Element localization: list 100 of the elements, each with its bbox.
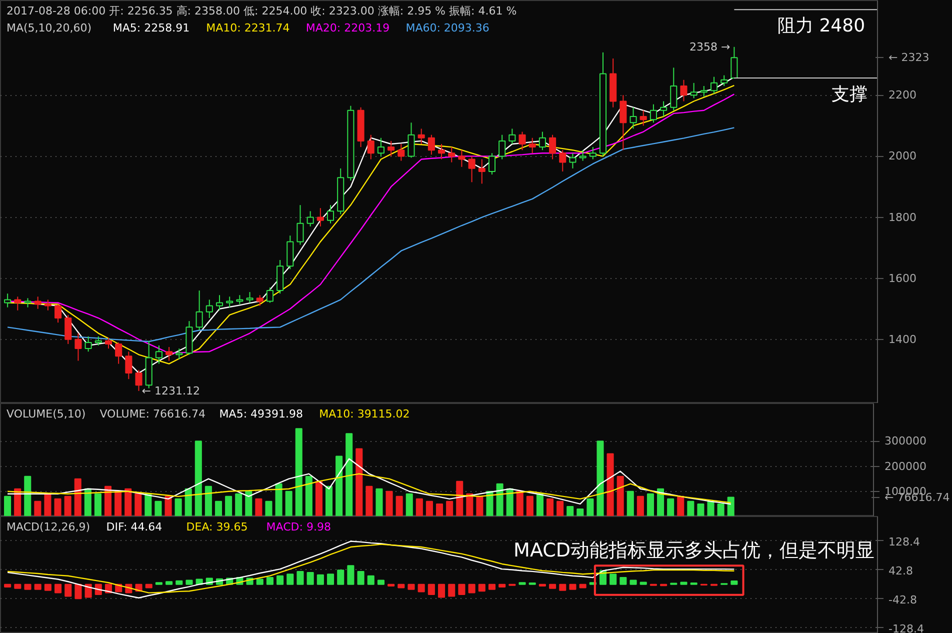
bar [506,488,514,516]
candlestick [720,74,728,86]
bar [586,498,594,516]
bar [468,584,476,594]
bar [276,575,284,585]
bar [326,574,334,585]
bar [396,496,403,516]
bar [559,584,566,591]
candlestick [266,286,274,304]
line-series [6,473,732,504]
bar [74,478,82,516]
line-series [6,458,732,505]
bar [295,428,302,516]
candlestick [377,137,384,157]
text: MA10: 39115.02 [319,408,410,420]
candlestick [306,210,314,227]
bar [204,486,212,516]
y-tick-label: 300000 [884,434,926,448]
bar [579,584,586,588]
bar [717,503,724,516]
bar [398,584,405,588]
bar [347,565,354,585]
bar [418,584,425,592]
candlestick [125,351,132,380]
bar [266,577,274,585]
candlestick [326,204,334,224]
bar [426,500,433,516]
bar [680,582,688,585]
text: DIF: 44.64 [106,520,162,534]
bar [337,570,344,585]
bar [84,488,92,516]
bar [436,503,444,516]
y-tick-label: 200000 [884,460,926,473]
bar [486,490,494,516]
bar [516,490,524,516]
y-tick-label: -128.4 [888,622,924,633]
candlestick [367,134,374,160]
bar [620,577,627,585]
bar [166,581,173,585]
bar [256,578,264,585]
bar [458,584,466,595]
candlestick [236,294,244,305]
bar [667,498,674,516]
bar [194,440,202,516]
chart-title: 2017-08-28 06:00 开: 2256.35 高: 2358.00 低: 2254.00 收: 2323.00 涨幅: 2.95 % 振幅: 4.61 % [6,4,517,18]
chart-title: VOLUME(5,10) [6,408,86,420]
candlestick [518,131,526,151]
bar [174,498,182,516]
y-tick-label: ← 2323 [888,51,930,64]
candlestick [670,67,678,111]
bar [214,500,222,516]
bar [4,584,12,588]
bar [164,496,172,516]
y-tick-label: -42.8 [888,593,917,606]
candlestick [528,137,536,154]
bar [556,500,564,516]
candlestick [316,208,324,227]
bar [176,580,183,585]
candlestick [216,294,224,311]
candlestick [438,143,446,160]
bar [186,580,193,585]
bar [496,483,504,516]
bar [416,498,423,516]
y-tick-label: 2000 [888,150,916,163]
candlestick [448,146,456,163]
candlestick [468,156,476,183]
annotation: MACD动能指标显示多头占优，但是不明显 [514,540,875,562]
candlestick [196,290,203,331]
bar [366,486,373,516]
candlestick [620,94,627,151]
candlestick [155,344,162,364]
candlestick [24,298,32,308]
chart-title: MACD(12,26,9) [6,520,90,534]
bar [546,498,554,516]
annotation: MACD: 9.98 [266,520,331,534]
bar [448,584,456,597]
bar [406,493,413,516]
bar [549,584,556,589]
bar [438,584,446,598]
candlestick [549,134,556,160]
candlestick [4,293,12,308]
bar [367,575,374,585]
bar [576,508,584,516]
candlestick [64,314,72,344]
bar [4,496,12,516]
bar [34,584,42,590]
candlestick [115,342,122,364]
bar [24,476,32,516]
bar [498,584,506,588]
bar [357,570,364,585]
candlestick [226,296,234,308]
bar [476,496,484,516]
candlestick [710,76,718,94]
candlestick [508,128,516,144]
candlestick [296,204,304,246]
bar [386,490,393,516]
candlestick [478,158,486,184]
bar [255,498,262,516]
text: MA10: 2231.74 [206,22,290,34]
candlestick [94,336,102,346]
